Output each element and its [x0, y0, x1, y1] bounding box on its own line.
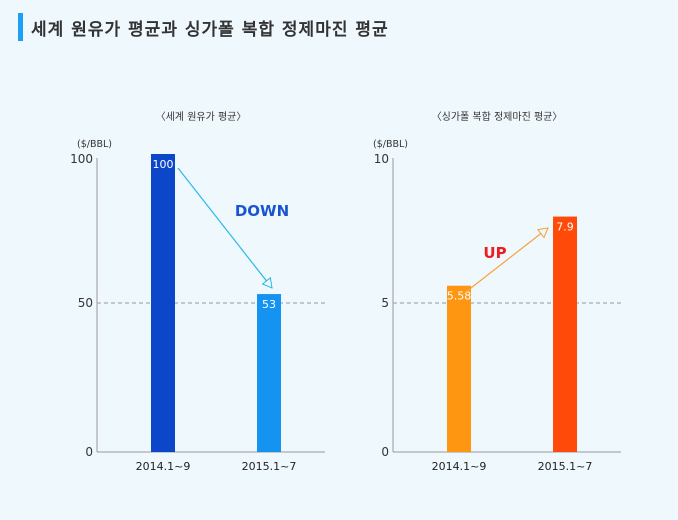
chart-title: 〈싱가폴 복합 정제마진 평균〉 — [432, 111, 563, 123]
chart-title: 〈세계 원유가 평균〉 — [156, 111, 247, 123]
bar — [553, 216, 577, 452]
y-tick-label: 0 — [85, 445, 93, 459]
x-tick-label: 2015.1~7 — [242, 460, 297, 473]
y-tick-label: 50 — [78, 296, 93, 310]
x-tick-label: 2014.1~9 — [136, 460, 191, 473]
y-tick-label: 100 — [70, 152, 93, 166]
data-label: 100 — [153, 158, 174, 171]
page-title-text: 세계 원유가 평균과 싱가폴 복합 정제마진 평균 — [31, 19, 389, 40]
annotation-label: DOWN — [235, 202, 289, 220]
data-label: 7.9 — [556, 221, 574, 234]
annotation-label: UP — [483, 244, 506, 262]
page-title: 세계 원유가 평균과 싱가폴 복합 정제마진 평균 — [18, 12, 389, 42]
trend-arrow — [177, 167, 273, 289]
bar — [447, 285, 471, 452]
data-label: 5.58 — [447, 290, 472, 303]
x-tick-label: 2014.1~9 — [432, 460, 487, 473]
data-label: 53 — [262, 298, 276, 311]
bar — [151, 154, 175, 452]
unit-label: ($/BBL) — [373, 139, 408, 150]
title-accent-bar — [18, 13, 23, 41]
unit-label: ($/BBL) — [77, 139, 112, 150]
bar — [257, 294, 281, 452]
y-tick-label: 10 — [374, 152, 389, 166]
x-tick-label: 2015.1~7 — [538, 460, 593, 473]
y-tick-label: 0 — [381, 445, 389, 459]
trend-arrow — [461, 227, 549, 296]
y-tick-label: 5 — [381, 296, 389, 310]
